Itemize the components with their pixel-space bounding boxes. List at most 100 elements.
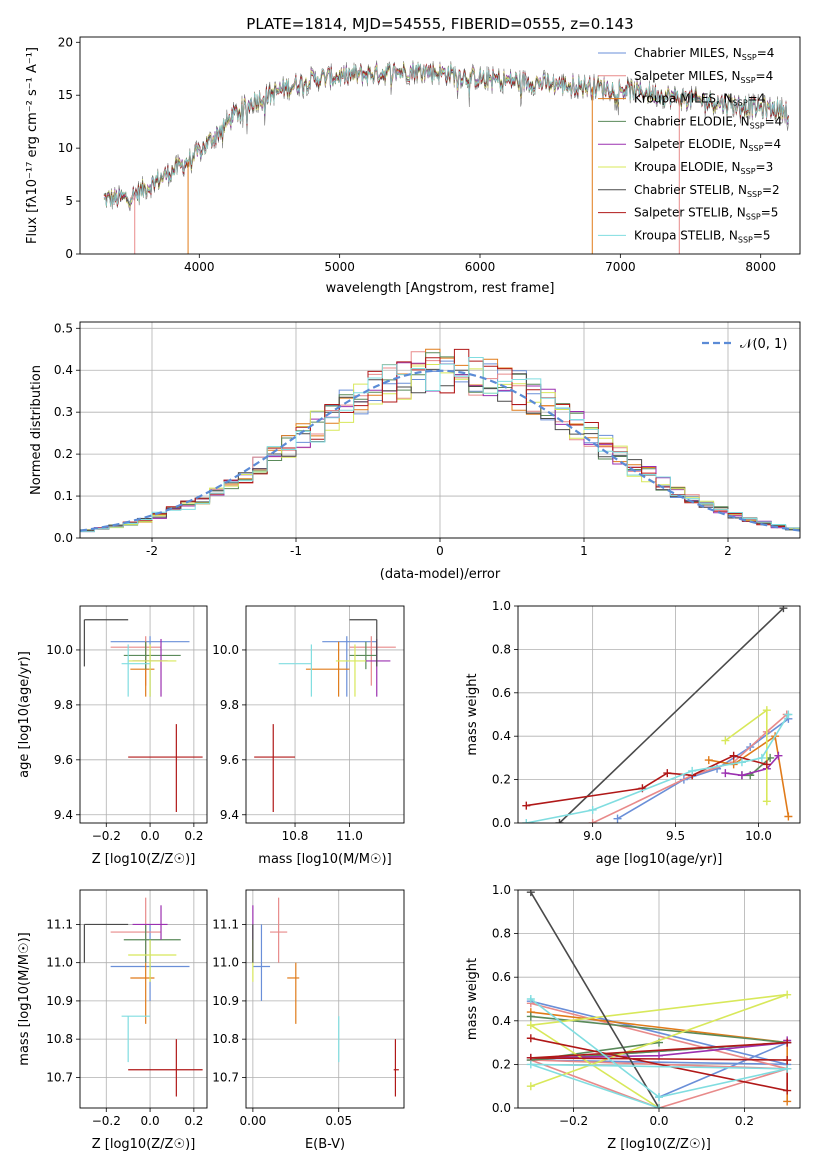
axes-frame bbox=[517, 889, 801, 1109]
y-tick-label: 10.9 bbox=[212, 994, 239, 1008]
legend-value: =4 bbox=[757, 46, 775, 60]
y-tick-label: 0.0 bbox=[54, 531, 73, 545]
y-axis-label: mass [log10(M/M☉)] bbox=[17, 932, 32, 1065]
y-axis-label: Normed distribution bbox=[29, 365, 44, 495]
panel-massweight_vs_age: 9.0 9.5 10.0 0.0 0.2 0.4 0.6 0.8 1.0 age [log10(a… bbox=[465, 599, 801, 867]
x-tick-label: 6000 bbox=[465, 260, 496, 274]
weight-marker-kroupa_miles bbox=[783, 1097, 792, 1106]
weight-marker-salpeter_stelib bbox=[526, 1034, 535, 1043]
weight-marker-salpeter_stelib bbox=[663, 769, 672, 778]
panel-massweight_vs_Z: −0.2 0.0 0.2 0.0 0.2 0.4 0.6 0.8 1.0 Z [log10(Z/Z… bbox=[465, 883, 801, 1152]
x-tick-label: −0.2 bbox=[92, 1114, 121, 1128]
x-tick-label: 5000 bbox=[324, 260, 355, 274]
x-tick-label: 0.2 bbox=[735, 1114, 754, 1128]
y-tick-label: 1.0 bbox=[492, 883, 511, 897]
weight-marker-kroupa_stelib bbox=[757, 753, 766, 762]
y-tick-label: 0.5 bbox=[54, 321, 73, 335]
x-tick-label: -2 bbox=[146, 544, 158, 558]
y-tick-label: 11.0 bbox=[46, 956, 73, 970]
x-tick-label: 0.00 bbox=[240, 1114, 267, 1128]
weight-marker-salpeter_stelib bbox=[729, 751, 738, 760]
x-tick-label: 0.2 bbox=[184, 829, 203, 843]
legend-label: Salpeter MILES, NSSP=4 bbox=[634, 69, 773, 85]
plot-area bbox=[252, 897, 399, 1097]
x-tick-label: 0.0 bbox=[649, 1114, 668, 1128]
weight-marker-kroupa_stelib bbox=[784, 710, 793, 719]
y-tick-label: 0.2 bbox=[492, 773, 511, 787]
weight-marker-chabrier_miles bbox=[613, 814, 622, 823]
weight-marker-kroupa_elodie bbox=[762, 797, 771, 806]
weight-marker-kroupa_elodie bbox=[526, 1082, 535, 1091]
plot-area bbox=[83, 897, 203, 1097]
y-tick-label: 1.0 bbox=[492, 599, 511, 613]
weight-marker-chabrier_stelib bbox=[526, 890, 535, 897]
weight-marker-salpeter_miles bbox=[588, 819, 597, 823]
legend-value: =4 bbox=[765, 114, 783, 128]
y-tick-label: 0 bbox=[65, 247, 73, 261]
x-tick-label: 2 bbox=[724, 544, 732, 558]
weight-marker-salpeter_stelib bbox=[783, 1038, 792, 1047]
y-tick-label: 0.8 bbox=[492, 927, 511, 941]
axes-frame bbox=[79, 889, 208, 1109]
legend-subscript: SSP bbox=[746, 213, 761, 222]
y-tick-label: 0.4 bbox=[492, 1014, 511, 1028]
x-tick-label: −0.2 bbox=[559, 1114, 588, 1128]
legend-value: =4 bbox=[756, 69, 774, 83]
legend-subscript: SSP bbox=[742, 53, 757, 62]
y-tick-label: 0.3 bbox=[54, 405, 73, 419]
weight-marker-salpeter_elodie bbox=[774, 751, 783, 760]
y-tick-label: 10.7 bbox=[212, 1070, 239, 1084]
y-tick-label: 0.1 bbox=[54, 489, 73, 503]
legend-label: Kroupa ELODIE, NSSP=3 bbox=[634, 160, 773, 176]
legend-value: =3 bbox=[756, 160, 774, 174]
legend-subscript: SSP bbox=[738, 235, 753, 244]
weight-marker-kroupa_stelib bbox=[526, 1060, 535, 1069]
y-tick-label: 0.0 bbox=[492, 1101, 511, 1115]
axes-frame bbox=[245, 605, 405, 824]
legend-value: =5 bbox=[753, 228, 771, 242]
axes-frame bbox=[79, 321, 801, 539]
weight-marker-salpeter_elodie bbox=[721, 769, 730, 778]
weight-marker-salpeter_elodie bbox=[737, 771, 746, 780]
y-tick-label: 15 bbox=[58, 88, 73, 102]
panel-age_vs_mass: 10.8 11.0 9.4 9.6 9.8 10.0 mass [log10(M/M☉)] bbox=[212, 605, 405, 867]
legend-label: Chabrier STELIB, NSSP=2 bbox=[634, 183, 780, 199]
x-axis-label: mass [log10(M/M☉)] bbox=[258, 852, 391, 867]
x-tick-label: 0.05 bbox=[325, 1114, 352, 1128]
panel-mass_vs_Z: −0.2 0.0 0.2 10.7 10.8 10.9 11.0 11.1 Z [log10(Z… bbox=[17, 889, 208, 1152]
y-tick-label: 10.9 bbox=[46, 994, 73, 1008]
weight-line-salpeter_stelib bbox=[526, 754, 768, 807]
y-tick-label: 0.6 bbox=[492, 970, 511, 984]
panel-spectrum: 4000 5000 6000 7000 8000 0 5 10 15 20 Chabrier MIL… bbox=[25, 35, 801, 296]
x-tick-label: 0 bbox=[436, 544, 444, 558]
y-tick-label: 0.0 bbox=[492, 816, 511, 830]
legend-value: =2 bbox=[762, 183, 780, 197]
y-tick-label: 11.0 bbox=[212, 956, 239, 970]
y-tick-label: 9.6 bbox=[220, 753, 239, 767]
y-tick-label: 0.6 bbox=[492, 686, 511, 700]
weight-marker-salpeter_stelib bbox=[783, 1056, 792, 1065]
x-axis-label: (data-model)/error bbox=[380, 567, 501, 582]
y-tick-label: 11.1 bbox=[212, 917, 239, 931]
x-tick-label: 11.0 bbox=[336, 829, 363, 843]
y-tick-label: 10 bbox=[58, 141, 73, 155]
panel-residuals: -2 -1 0 1 2 0.0 0.1 0.2 0.3 0.4 0.5 𝒩(0, 1) (data-mo… bbox=[29, 321, 801, 582]
axes-frame bbox=[79, 36, 801, 255]
weight-marker-kroupa_stelib bbox=[655, 1093, 663, 1102]
weight-marker-kroupa_elodie bbox=[721, 736, 730, 745]
x-axis-label: E(B-V) bbox=[305, 1137, 345, 1152]
weight-line-kroupa_elodie bbox=[528, 993, 788, 1108]
legend-label: Salpeter STELIB, NSSP=5 bbox=[634, 206, 778, 222]
legend-label: Chabrier MILES, NSSP=4 bbox=[634, 46, 774, 62]
axes-frame bbox=[79, 605, 208, 824]
legend-subscript: SSP bbox=[750, 121, 765, 130]
y-tick-label: 5 bbox=[65, 194, 73, 208]
weight-line-chabrier_stelib bbox=[530, 891, 660, 1108]
legend-value: =4 bbox=[763, 137, 781, 151]
y-tick-label: 10.8 bbox=[212, 1032, 239, 1046]
legend-subscript: SSP bbox=[748, 144, 763, 153]
weight-marker-chabrier_elodie bbox=[526, 1012, 535, 1021]
legend-subscript: SSP bbox=[733, 99, 748, 108]
x-tick-label: 0.0 bbox=[141, 1114, 160, 1128]
